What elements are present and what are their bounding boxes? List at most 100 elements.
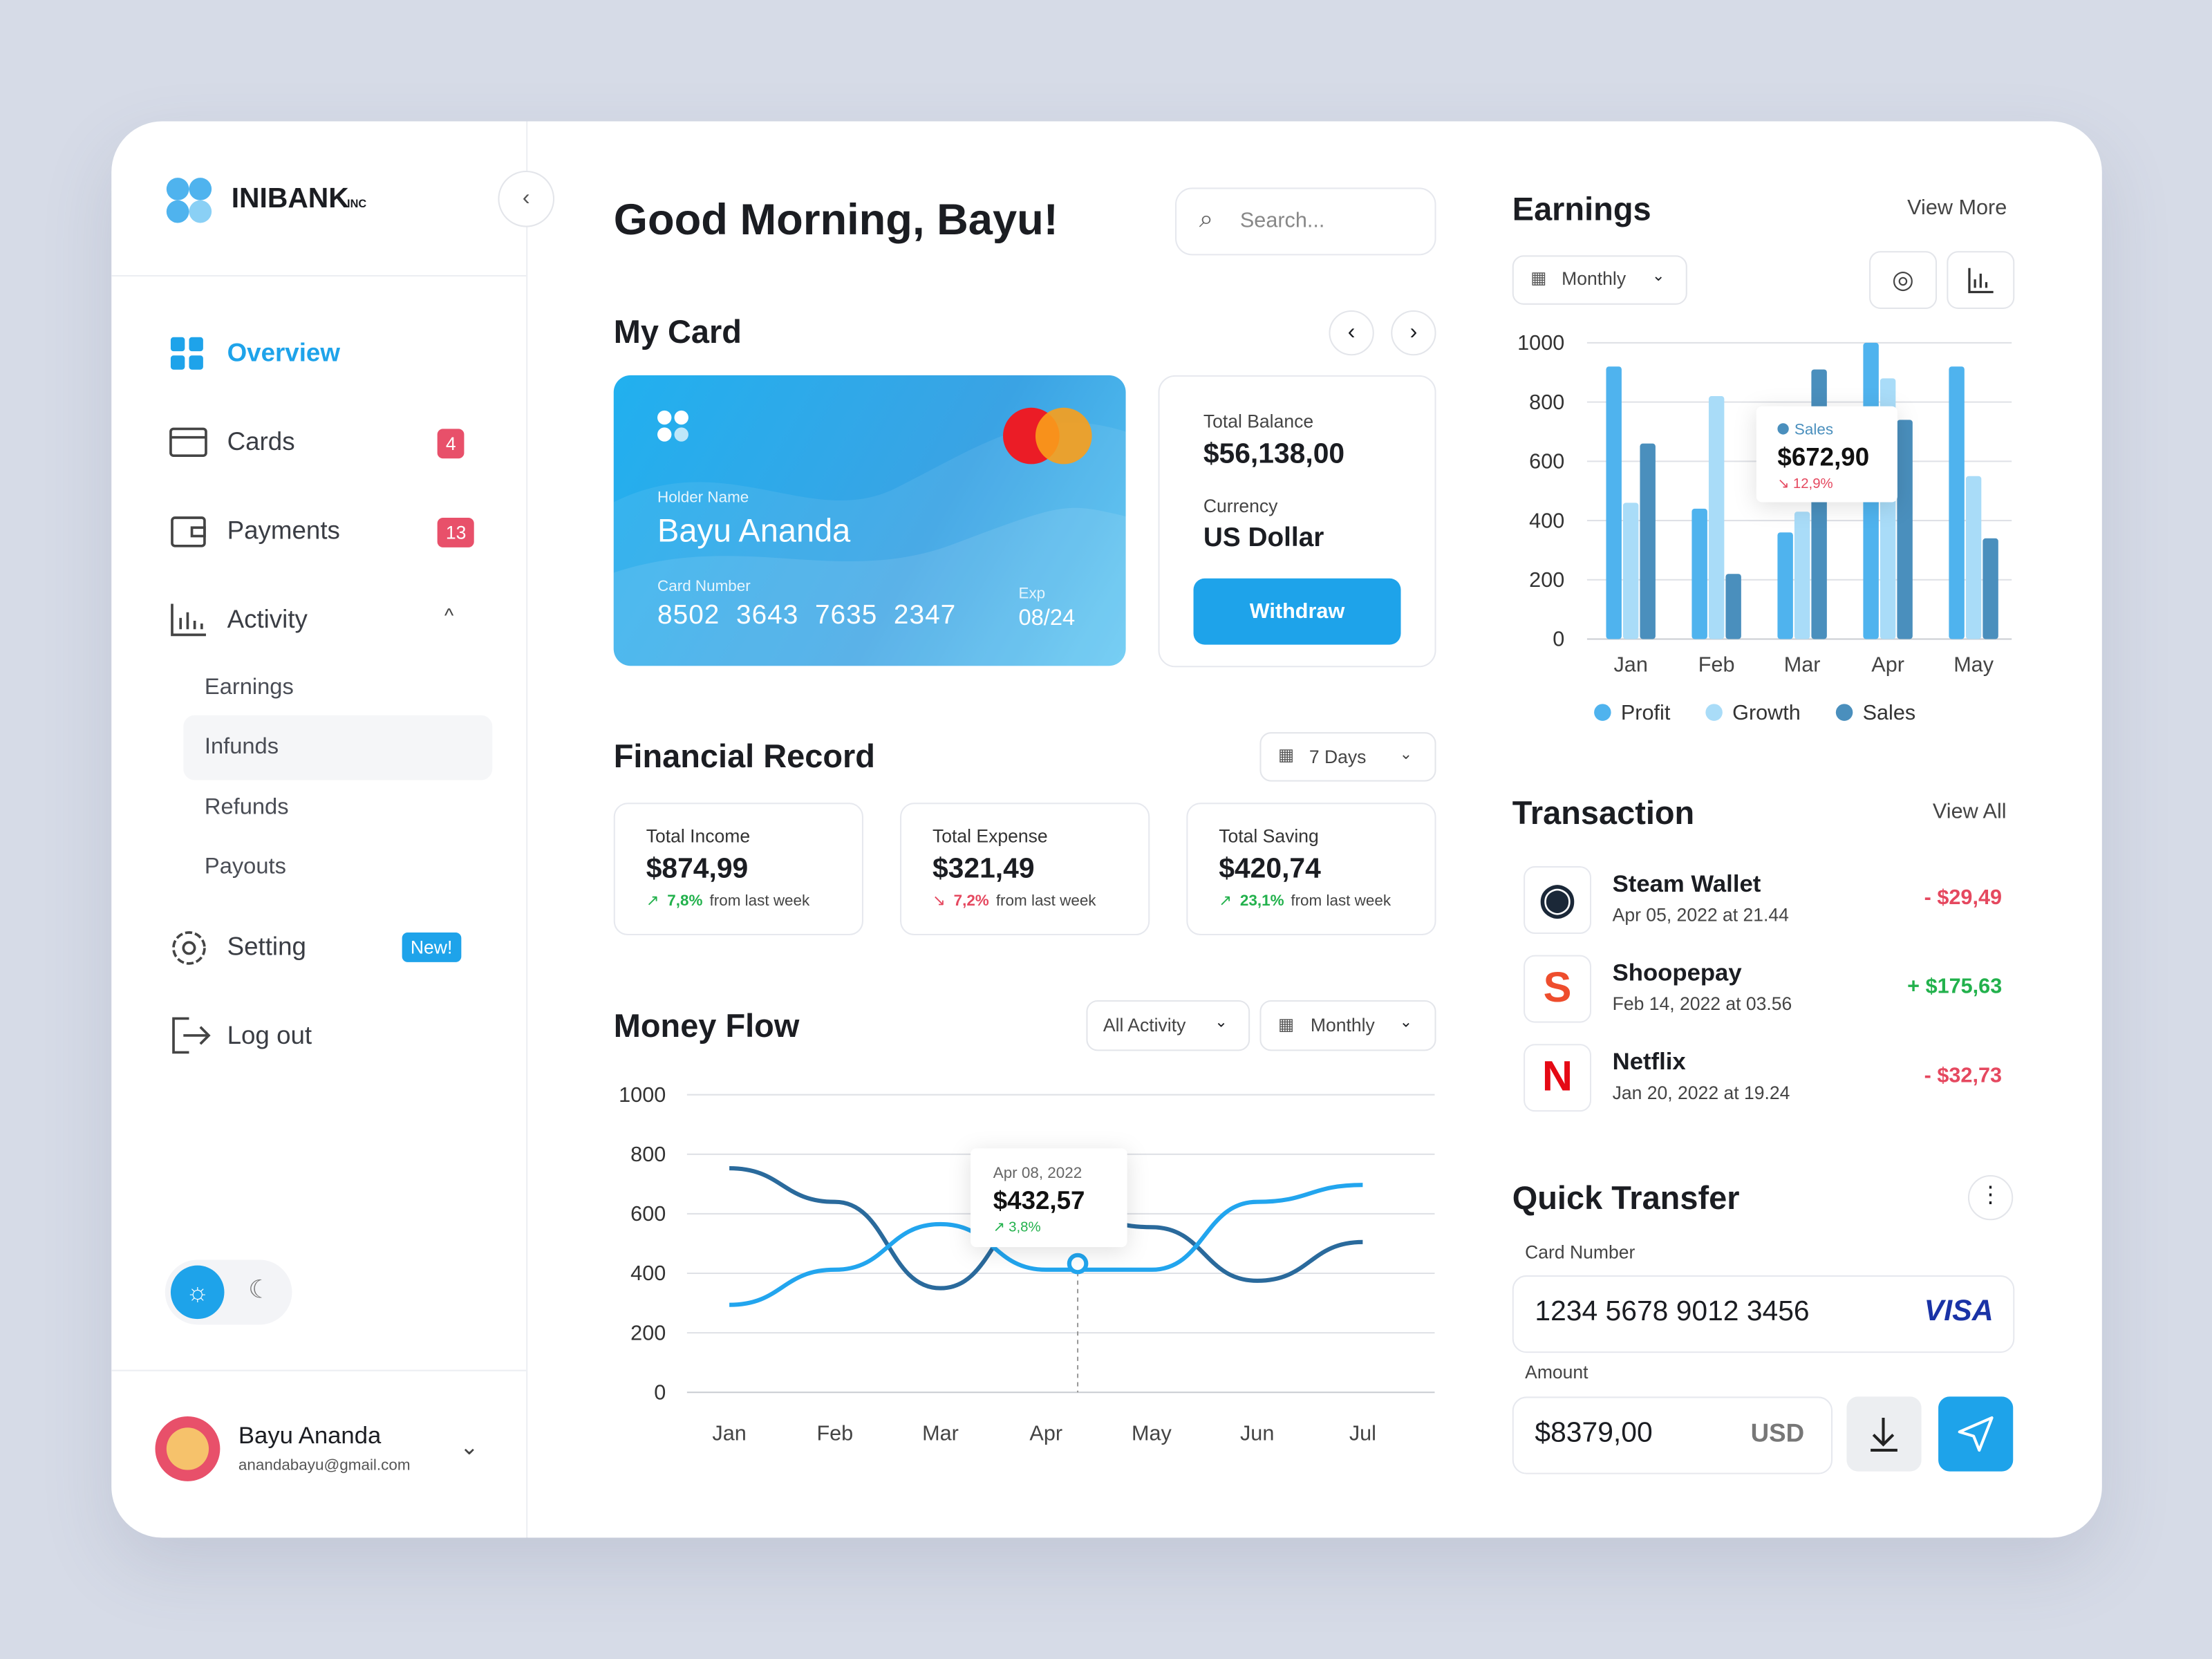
- trend-arrow: ↗: [646, 892, 659, 910]
- digits: 3643: [735, 601, 799, 631]
- dark-mode[interactable]: ☾: [248, 1275, 272, 1304]
- digits: 2347: [893, 601, 957, 631]
- prev-button[interactable]: ‹: [1329, 310, 1374, 356]
- balance: $56,138,00: [1203, 438, 1345, 470]
- card-number: 1234 5678 9012 3456: [1535, 1296, 1810, 1328]
- section-title: Money Flow: [613, 1007, 800, 1044]
- icon: [172, 931, 206, 965]
- collapse-button[interactable]: ‹: [498, 170, 555, 227]
- chevron: ⌄: [1215, 1014, 1228, 1031]
- section-title: Quick Transfer: [1512, 1179, 1740, 1217]
- badge: 13: [437, 517, 475, 547]
- chevron: ⌄: [1399, 746, 1413, 764]
- submenu-item[interactable]: Payouts: [204, 854, 286, 879]
- icon: [1958, 1416, 1994, 1452]
- chevron[interactable]: ⌄: [460, 1436, 479, 1461]
- more-button[interactable]: ⋮: [1967, 1174, 2014, 1221]
- record-note: from last week: [1291, 892, 1391, 910]
- icon: [172, 1017, 211, 1054]
- record-card: [613, 803, 863, 936]
- search-box[interactable]: [1174, 187, 1436, 256]
- divider: [111, 1369, 527, 1371]
- currency: USD: [1750, 1419, 1805, 1447]
- menu-item[interactable]: Activity: [227, 605, 308, 634]
- filter-label: 7 Days: [1309, 746, 1367, 768]
- light-mode[interactable]: ☼: [170, 1265, 225, 1320]
- transaction-date: Apr 05, 2022 at 21.44: [1612, 904, 1789, 926]
- donut-view[interactable]: ◎: [1869, 251, 1938, 309]
- record-change: 7,8%: [667, 892, 703, 910]
- record-label: Total Income: [646, 825, 751, 847]
- withdraw-button[interactable]: Withdraw: [1193, 578, 1401, 645]
- sidebar: [111, 121, 528, 1538]
- user-email: anandabayu@gmail.com: [238, 1457, 411, 1474]
- filter-label: Monthly: [1310, 1014, 1375, 1035]
- brand: INIBANK: [231, 183, 349, 215]
- amount-input[interactable]: [1512, 1396, 1833, 1474]
- section-title: Earnings: [1512, 190, 1651, 227]
- card-input[interactable]: [1512, 1275, 2015, 1353]
- icon: [1968, 268, 1994, 294]
- record-value: $321,49: [932, 853, 1035, 885]
- search-icon: ⌕: [1199, 204, 1214, 233]
- digits: 7635: [814, 601, 878, 631]
- icon: [171, 603, 206, 637]
- send-button[interactable]: [1938, 1396, 2014, 1472]
- menu-item[interactable]: Cards: [227, 427, 295, 456]
- record-value: $420,74: [1219, 853, 1321, 885]
- amount: $8379,00: [1535, 1418, 1653, 1449]
- menu-item[interactable]: Log out: [227, 1021, 312, 1050]
- logo: [166, 178, 212, 223]
- avatar: [155, 1416, 221, 1481]
- bar-view[interactable]: [1947, 251, 2015, 309]
- submenu-item[interactable]: Earnings: [204, 675, 294, 700]
- filter-label: All Activity: [1103, 1014, 1186, 1035]
- currency-label: Currency: [1203, 495, 1278, 516]
- card-number: 8502 3643 7635 2347: [657, 601, 956, 632]
- calendar-icon: ▦: [1277, 744, 1295, 765]
- transaction-amount: - $32,73: [1924, 1063, 2003, 1088]
- filter-dropdown[interactable]: [1512, 255, 1687, 305]
- transaction-amount: + $175,63: [1907, 975, 2003, 999]
- search-placeholder: Search...: [1239, 209, 1325, 233]
- record-label: Total Saving: [1219, 825, 1319, 847]
- merchant-name: Steam Wallet: [1612, 870, 1761, 897]
- currency: US Dollar: [1203, 523, 1324, 553]
- number-label: Card Number: [657, 578, 751, 596]
- record-card: [900, 803, 1150, 936]
- card-label: Card Number: [1525, 1241, 1635, 1263]
- filter-label: Monthly: [1562, 268, 1627, 290]
- next-button[interactable]: ›: [1391, 310, 1436, 356]
- submenu-item[interactable]: Infunds: [204, 735, 279, 759]
- view-all[interactable]: View All: [1932, 800, 2007, 824]
- calendar-icon: ▦: [1277, 1014, 1295, 1034]
- download-button[interactable]: [1846, 1396, 1922, 1472]
- trend-arrow: ↘: [932, 892, 946, 910]
- transaction-amount: - $29,49: [1924, 885, 2003, 910]
- view-more[interactable]: View More: [1907, 196, 2007, 221]
- submenu-item[interactable]: Refunds: [204, 796, 289, 820]
- record-change: 7,2%: [953, 892, 989, 910]
- transaction-date: Jan 20, 2022 at 19.24: [1612, 1082, 1790, 1103]
- amount-label: Amount: [1525, 1361, 1588, 1382]
- record-note: from last week: [709, 892, 810, 910]
- record-card: [1186, 803, 1436, 936]
- filter-dropdown[interactable]: [1259, 732, 1436, 782]
- balance-label: Total Balance: [1203, 410, 1314, 432]
- bank-card[interactable]: [613, 375, 1126, 666]
- card-brand: VISA: [1924, 1295, 1994, 1328]
- badge: 4: [437, 429, 465, 459]
- merchant-name: Shoopepay: [1612, 959, 1742, 986]
- section-title: Financial Record: [613, 738, 875, 775]
- icon: [1871, 1418, 1897, 1452]
- merchant-logo: S: [1524, 955, 1592, 1023]
- merchant-logo: N: [1524, 1044, 1592, 1112]
- filter-dropdown[interactable]: [1259, 1000, 1436, 1051]
- transaction-date: Feb 14, 2022 at 03.56: [1612, 993, 1792, 1015]
- record-note: from last week: [995, 892, 1096, 910]
- menu-item[interactable]: Payments: [227, 516, 340, 545]
- menu-item[interactable]: Overview: [227, 338, 340, 367]
- menu-item[interactable]: Setting: [227, 932, 306, 961]
- filter-dropdown[interactable]: [1086, 1000, 1250, 1051]
- card-wave: [613, 407, 1126, 666]
